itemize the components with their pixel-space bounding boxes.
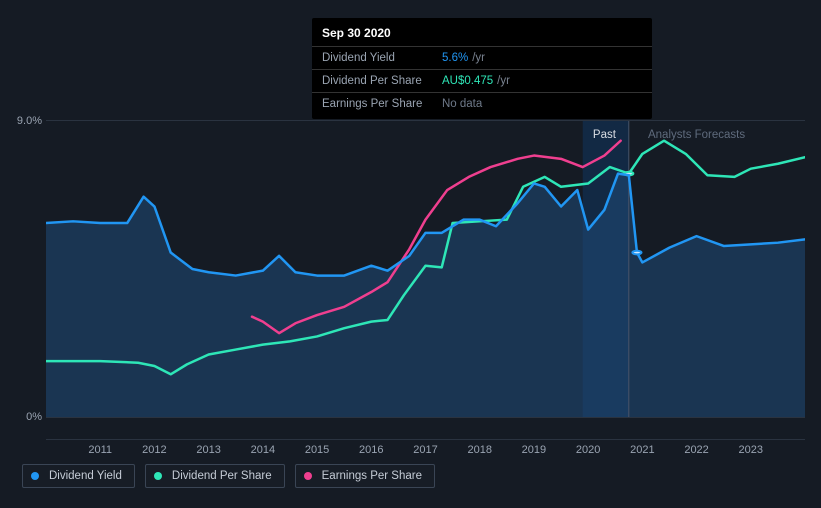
legend-label: Dividend Per Share — [172, 470, 272, 482]
chart-container: 9.0% 0% PastAnalysts Forecasts 201120122… — [16, 100, 805, 458]
legend-label: Dividend Yield — [49, 470, 122, 482]
tooltip-row-value: AU$0.475 — [442, 73, 493, 89]
tooltip-row-value: 5.6% — [442, 50, 468, 66]
legend-dot-icon — [31, 472, 39, 480]
x-axis-tick: 2021 — [630, 444, 654, 456]
tooltip-title: Sep 30 2020 — [312, 26, 652, 46]
tooltip-row-label: Earnings Per Share — [322, 96, 442, 112]
legend-item-dividend-per-share[interactable]: Dividend Per Share — [145, 464, 285, 488]
x-axis-tick: 2022 — [684, 444, 708, 456]
x-axis-tick: 2015 — [305, 444, 329, 456]
legend-dot-icon — [154, 472, 162, 480]
x-axis-tick: 2020 — [576, 444, 600, 456]
region-label: Analysts Forecasts — [648, 129, 745, 141]
tooltip-row-label: Dividend Yield — [322, 50, 442, 66]
tooltip-row-label: Dividend Per Share — [322, 73, 442, 89]
y-axis-label-max: 9.0% — [16, 115, 42, 127]
tooltip-row-value: No data — [442, 96, 482, 112]
legend-item-earnings-per-share[interactable]: Earnings Per Share — [295, 464, 435, 488]
chart-svg — [46, 121, 805, 417]
x-axis-tick: 2014 — [251, 444, 275, 456]
region-label: Past — [593, 129, 616, 141]
legend-item-dividend-yield[interactable]: Dividend Yield — [22, 464, 135, 488]
x-axis: 2011201220132014201520162017201820192020… — [46, 439, 805, 440]
x-axis-tick: 2011 — [88, 444, 112, 456]
x-axis-tick: 2017 — [413, 444, 437, 456]
legend-label: Earnings Per Share — [322, 470, 422, 482]
x-axis-tick: 2016 — [359, 444, 383, 456]
legend-dot-icon — [304, 472, 312, 480]
x-axis-tick: 2023 — [739, 444, 763, 456]
tooltip-row: Earnings Per ShareNo data — [312, 92, 652, 115]
x-axis-tick: 2019 — [522, 444, 546, 456]
chart-tooltip: Sep 30 2020 Dividend Yield5.6%/yrDividen… — [312, 18, 652, 119]
chart-legend: Dividend Yield Dividend Per Share Earnings… — [22, 464, 435, 488]
x-axis-tick: 2012 — [142, 444, 166, 456]
tooltip-row-unit: /yr — [472, 50, 485, 66]
tooltip-row: Dividend Per ShareAU$0.475/yr — [312, 69, 652, 92]
y-axis-label-min: 0% — [16, 411, 42, 423]
chart-plot-area[interactable]: 9.0% 0% PastAnalysts Forecasts — [46, 120, 805, 418]
x-axis-tick: 2018 — [467, 444, 491, 456]
x-axis-tick: 2013 — [196, 444, 220, 456]
tooltip-row: Dividend Yield5.6% /yr — [312, 46, 652, 69]
tooltip-row-unit: /yr — [497, 73, 510, 89]
